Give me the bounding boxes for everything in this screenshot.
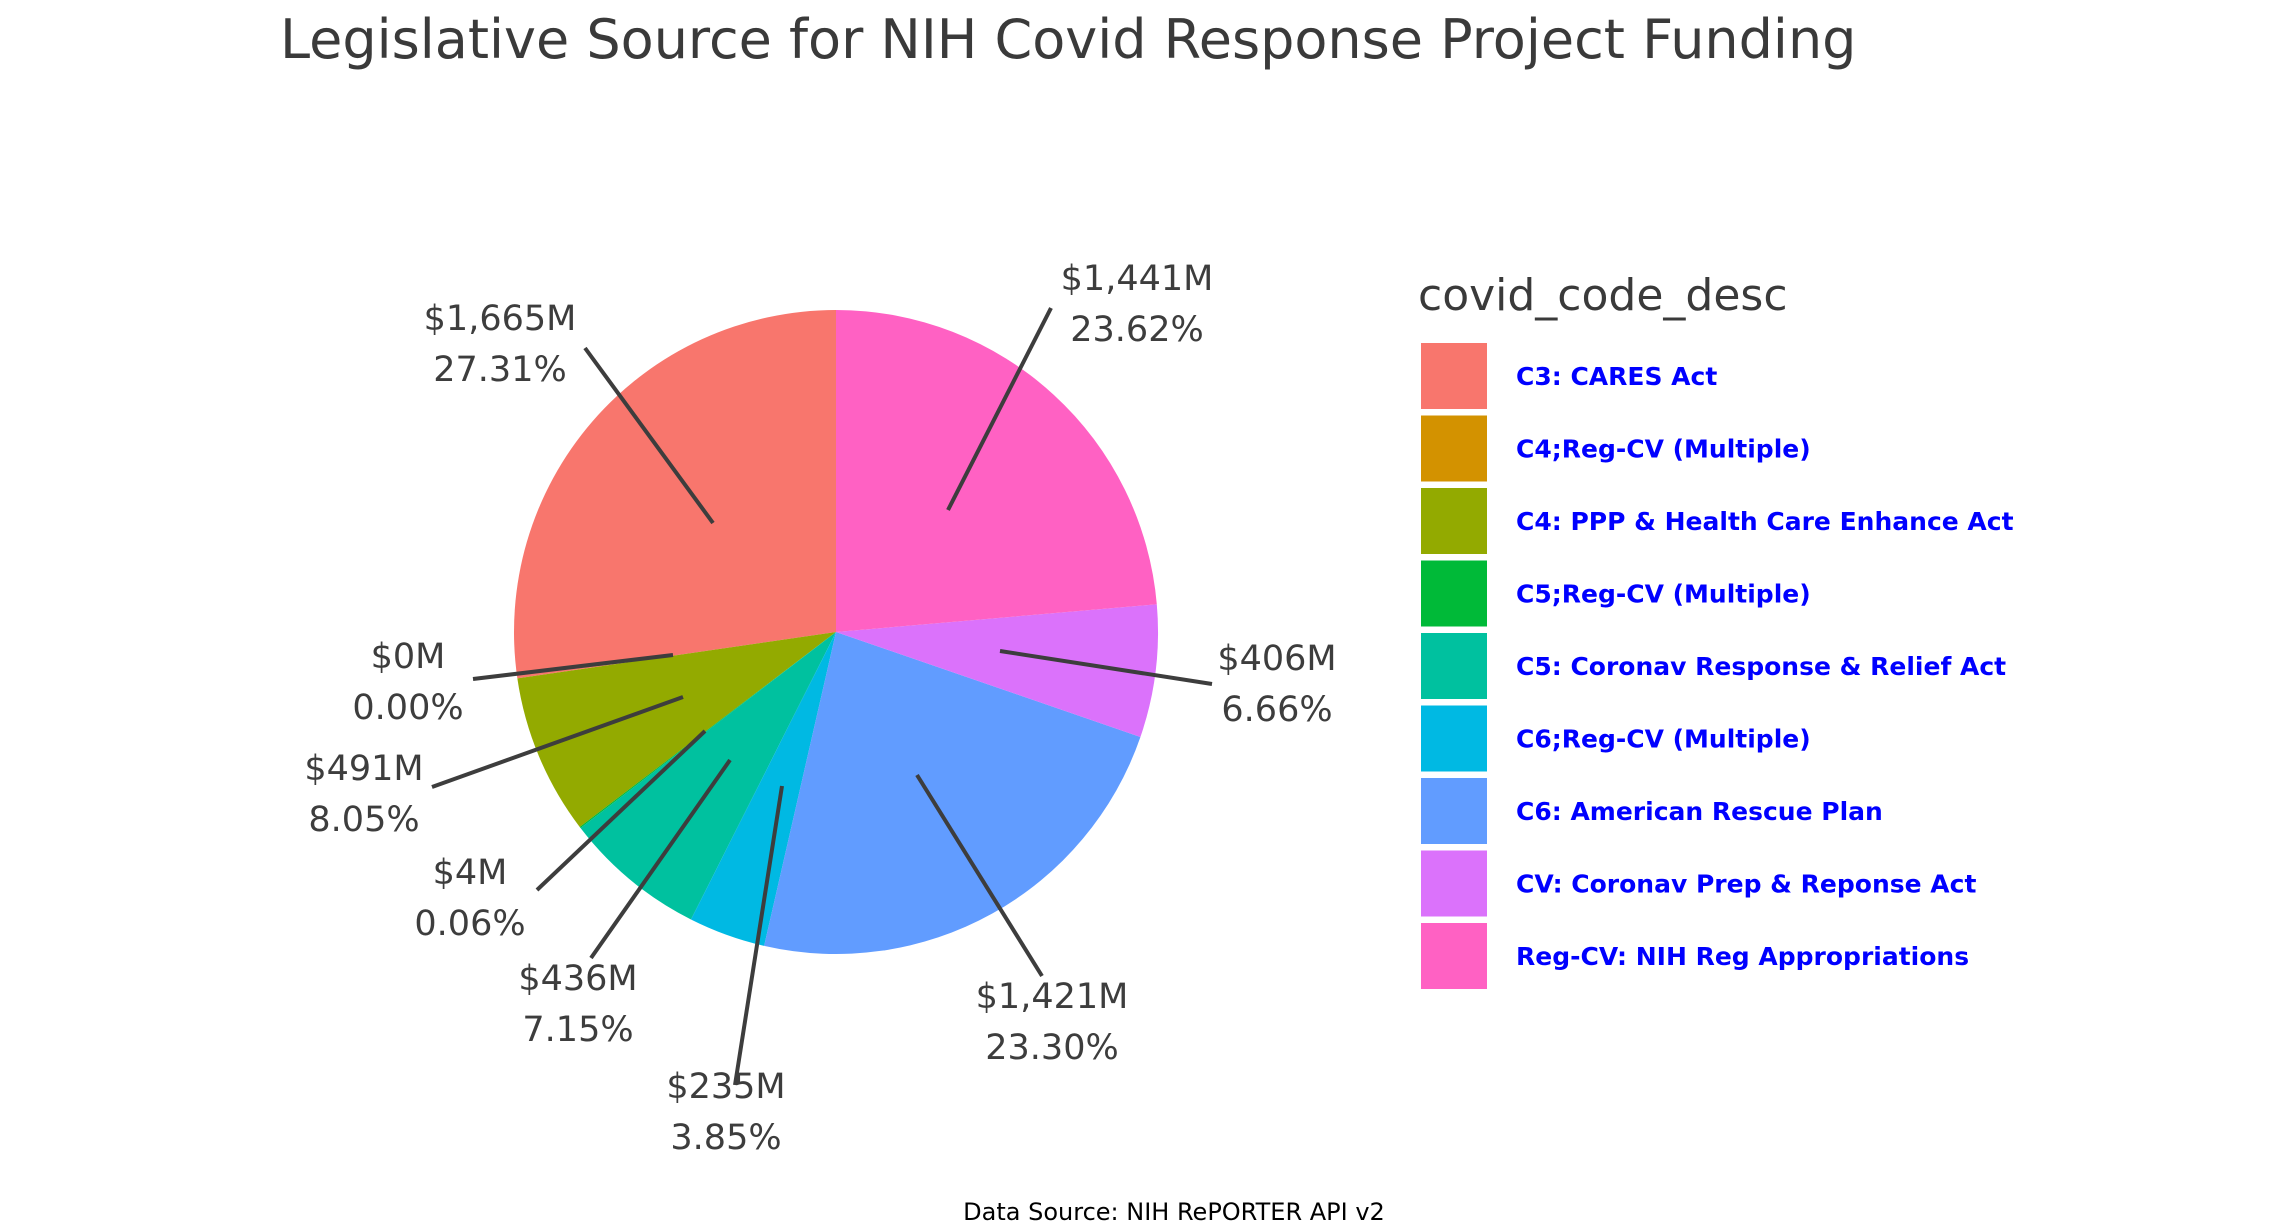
legend-label-1: C4;Reg-CV (Multiple)	[1516, 435, 1811, 464]
legend-key-3	[1419, 558, 1489, 629]
legend-key-7	[1419, 848, 1489, 919]
amount-label-8: $1,441M	[1061, 259, 1214, 299]
chart-caption: Data Source: NIH RePORTER API v2	[963, 1198, 1385, 1226]
legend-key-5	[1419, 703, 1489, 774]
leader-line-8	[946, 307, 1053, 511]
amount-label-7: $406M	[1217, 639, 1336, 679]
percent-label-5: 3.85%	[670, 1118, 781, 1158]
leader-line-4	[589, 758, 732, 960]
slice-labels: $1,665M 27.31% $0M 0.00% $491M 8.05% $4M 0.06% $…	[304, 259, 1336, 1158]
leader-line-3	[535, 729, 707, 892]
legend-title: covid_code_desc	[1418, 270, 1788, 321]
leader-line-6	[915, 773, 1044, 978]
pie-slice-4	[580, 632, 836, 920]
chart-title: Legislative Source for NIH Covid Respons…	[280, 8, 1856, 71]
legend-key-6	[1419, 776, 1489, 846]
legend-label-5: C6;Reg-CV (Multiple)	[1516, 725, 1811, 754]
percent-label-1: 0.00%	[352, 688, 463, 728]
percent-label-6: 23.30%	[985, 1028, 1118, 1068]
percent-label-4: 7.15%	[522, 1010, 633, 1050]
legend-key-2	[1419, 486, 1489, 556]
legend-key-4	[1419, 631, 1489, 701]
pie-slice-8	[836, 310, 1157, 632]
leader-line-1	[472, 653, 674, 681]
legend-key-8	[1419, 921, 1489, 991]
leader-line-0	[583, 346, 715, 525]
percent-label-7: 6.66%	[1221, 690, 1332, 730]
legend-label-0: C3: CARES Act	[1516, 362, 1717, 391]
amount-label-0: $1,665M	[424, 299, 577, 339]
pie-slice-5	[690, 632, 836, 946]
legend: C3: CARES Act C4;Reg-CV (Multiple) C4: PPP…	[1419, 341, 2014, 991]
pie-slice-7	[836, 604, 1159, 737]
amount-label-6: $1,421M	[976, 977, 1129, 1017]
leader-lines	[431, 307, 1213, 1086]
legend-label-3: C5;Reg-CV (Multiple)	[1516, 580, 1811, 609]
leader-line-5	[733, 785, 784, 1086]
percent-label-2: 8.05%	[308, 800, 419, 840]
legend-key-1	[1419, 413, 1489, 484]
percent-label-0: 27.31%	[433, 350, 566, 390]
legend-label-6: C6: American Rescue Plan	[1516, 797, 1883, 826]
legend-label-8: Reg-CV: NIH Reg Appropriations	[1516, 942, 1969, 971]
amount-label-1: $0M	[371, 637, 446, 677]
pie-slice-6	[764, 632, 1141, 955]
amount-label-3: $4M	[433, 853, 508, 893]
amount-label-5: $235M	[666, 1067, 785, 1107]
leader-line-2	[431, 695, 684, 789]
pie-slice-0	[514, 310, 836, 679]
pie-slices	[514, 310, 1159, 955]
amount-label-4: $436M	[518, 959, 637, 999]
leader-line-7	[999, 649, 1213, 686]
percent-label-8: 23.62%	[1070, 310, 1203, 350]
legend-label-7: CV: Coronav Prep & Reponse Act	[1516, 870, 1976, 899]
amount-label-2: $491M	[304, 749, 423, 789]
legend-label-4: C5: Coronav Response & Relief Act	[1516, 652, 2006, 681]
legend-key-0	[1419, 341, 1489, 411]
pie-slice-3	[579, 632, 836, 829]
percent-label-3: 0.06%	[414, 904, 525, 944]
legend-label-2: C4: PPP & Health Care Enhance Act	[1516, 507, 2014, 536]
pie-slice-2	[517, 632, 836, 827]
